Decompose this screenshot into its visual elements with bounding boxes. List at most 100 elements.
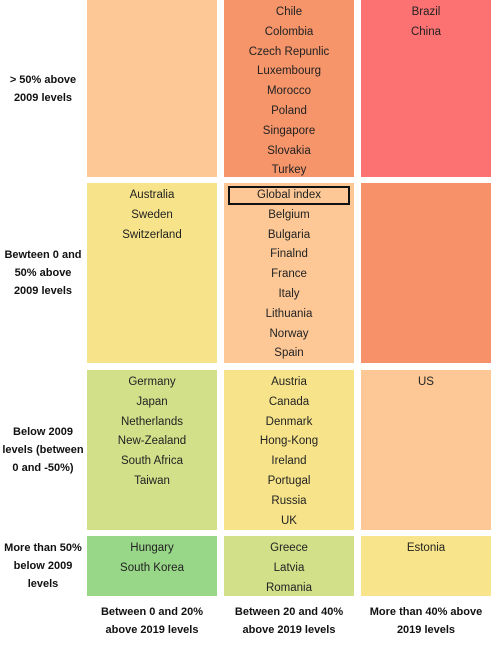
country-item: France [224, 265, 354, 285]
country-name: US [418, 376, 434, 388]
country-name: South Africa [120, 455, 183, 468]
country-item: Taiwan [87, 472, 217, 492]
country-name: Slovakia [267, 144, 311, 157]
country-item: Hungary [87, 539, 217, 559]
country-name: Canada [268, 395, 310, 408]
country-item: Turkey [224, 161, 354, 181]
country-item: Colombia [224, 23, 354, 43]
country-name: Morocco [266, 85, 312, 98]
country-name: Austria [271, 376, 307, 388]
country-item: Austria [224, 373, 354, 393]
country-item: Portugal [224, 472, 354, 492]
country-item: Luxembourg [224, 62, 354, 82]
country-item: Bulgaria [224, 226, 354, 246]
country-item: Belgium [224, 206, 354, 226]
country-name: Spain [274, 347, 304, 360]
matrix-cell: US [361, 370, 491, 530]
country-name: UK [281, 514, 297, 527]
country-name: China [410, 25, 442, 38]
matrix-cell: Germany Japan Netherlands New-Zealand South … [87, 370, 217, 530]
row-label: Below 2009 levels (between 0 and -50%) [2, 426, 84, 474]
matrix-cell [87, 0, 217, 177]
country-name: Chile [275, 6, 303, 18]
country-item: Italy [224, 285, 354, 305]
country-name: Greece [270, 542, 308, 554]
country-item: US [361, 373, 491, 393]
country-item: Romania [224, 579, 354, 599]
country-item: Canada [224, 393, 354, 413]
country-name: Netherlands [120, 415, 183, 428]
matrix-cell: Brazil China [361, 0, 491, 177]
country-name: Australia [129, 189, 175, 201]
matrix-cell [361, 183, 491, 363]
matrix-cell: Chile Colombia Czech Repunlic Luxembourg Mor… [224, 0, 354, 177]
matrix-cell: Austria Canada Denmark Hong-Kong Ireland Port… [224, 370, 354, 530]
matrix-cell: Greece Latvia Romania [224, 536, 354, 596]
column-label: Between 20 and 40% above 2019 levels [234, 606, 344, 636]
country-name: Poland [271, 104, 307, 117]
country-name: Germany [128, 376, 176, 388]
country-item: Global index [224, 186, 354, 206]
matrix-cell: Estonia [361, 536, 491, 596]
country-item: Russia [224, 492, 354, 512]
country-item: Chile [224, 3, 354, 23]
row-label: More than 50% below 2009 levels [4, 542, 82, 590]
country-name: Singapore [262, 124, 316, 137]
country-name: Sweden [131, 208, 173, 221]
country-item: Australia [87, 186, 217, 206]
country-item: Singapore [224, 122, 354, 142]
country-name: Belgium [268, 208, 310, 221]
country-item: Morocco [224, 82, 354, 102]
country-name: Denmark [265, 415, 313, 428]
matrix-cell: Hungary South Korea [87, 536, 217, 596]
matrix-cell: Global index Belgium Bulgaria Finalnd France… [224, 183, 354, 363]
country-name: Russia [271, 494, 307, 507]
country-name: Estonia [406, 542, 446, 554]
country-item: Czech Repunlic [224, 43, 354, 63]
country-item: South Africa [87, 452, 217, 472]
country-name: Ireland [271, 455, 307, 468]
country-item: Hong-Kong [224, 432, 354, 452]
country-item: Ireland [224, 452, 354, 472]
country-name: Italy [278, 287, 300, 300]
country-name: South Korea [120, 561, 184, 574]
country-item: Sweden [87, 206, 217, 226]
country-name: Japan [136, 395, 168, 408]
country-item: Finalnd [224, 245, 354, 265]
country-item: Norway [224, 325, 354, 345]
country-name: Latvia [273, 561, 305, 574]
country-name: Bulgaria [267, 228, 311, 241]
country-item: Denmark [224, 413, 354, 433]
matrix-cell: Australia Sweden Switzerland [87, 183, 217, 363]
row-label: Bewteen 0 and 50% above 2009 levels [4, 249, 82, 297]
column-label: Between 0 and 20% above 2019 levels [100, 606, 204, 636]
country-item: Japan [87, 393, 217, 413]
country-item: Poland [224, 102, 354, 122]
country-name: Finalnd [270, 248, 308, 261]
country-item: China [361, 23, 491, 43]
country-item: Germany [87, 373, 217, 393]
country-name: Global index [228, 186, 350, 205]
country-item: Estonia [361, 539, 491, 559]
country-name: Hong-Kong [259, 435, 319, 448]
country-name: Hungary [130, 542, 174, 554]
country-name: Taiwan [134, 474, 170, 487]
country-item: Netherlands [87, 413, 217, 433]
country-item: Lithuania [224, 305, 354, 325]
country-name: Lithuania [265, 307, 313, 320]
country-item: Latvia [224, 559, 354, 579]
country-name: Colombia [264, 25, 314, 38]
country-name: Turkey [271, 164, 307, 177]
country-item: New-Zealand [87, 432, 217, 452]
country-item: Spain [224, 344, 354, 364]
country-name: France [271, 268, 307, 281]
country-item: Switzerland [87, 226, 217, 246]
country-name: Portugal [267, 474, 311, 487]
country-item: UK [224, 512, 354, 532]
country-name: Norway [269, 327, 309, 340]
country-name: Czech Repunlic [248, 45, 330, 58]
country-name: Switzerland [122, 228, 182, 241]
country-item: Brazil [361, 3, 491, 23]
country-name: New-Zealand [117, 435, 187, 448]
